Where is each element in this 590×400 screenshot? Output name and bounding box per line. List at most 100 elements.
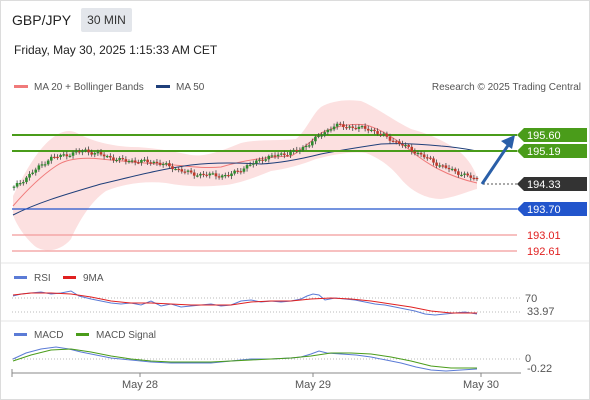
candle-body	[217, 176, 221, 178]
candle-body	[146, 159, 149, 163]
main-legend: MA 20 + Bollinger Bands MA 50 Research ©…	[14, 82, 581, 93]
candle-body	[323, 132, 327, 136]
macd-signal-legend-swatch	[76, 333, 89, 336]
rsi-ma-legend-label: 9MA	[83, 273, 104, 284]
rsi-legend-label: RSI	[34, 273, 51, 284]
candle-body	[31, 172, 34, 174]
candle-body	[273, 155, 277, 157]
candle-body	[164, 163, 168, 165]
candle-body	[394, 141, 398, 143]
candle-body	[248, 164, 252, 166]
candle-body	[407, 144, 410, 147]
candle-body	[186, 170, 190, 172]
macd-legend-swatch	[14, 333, 27, 336]
macd-zero-label: 0	[525, 353, 531, 365]
candle-body	[264, 159, 267, 161]
candle-body	[320, 135, 323, 137]
price-label-193-01: 193.01	[527, 230, 561, 242]
ma20-legend-label: MA 20 + Bollinger Bands	[34, 82, 144, 93]
price-tag-195-19	[517, 144, 587, 158]
candle-body	[90, 152, 93, 155]
rsi-ma-legend-swatch	[63, 276, 76, 279]
candle-body	[149, 162, 153, 164]
candle-body	[109, 155, 112, 158]
rsi-ma-line	[12, 292, 477, 314]
candle-body	[416, 152, 420, 155]
candle-body	[233, 170, 236, 174]
candle-body	[338, 123, 342, 125]
macd-signal-line	[12, 348, 477, 369]
candle-body	[255, 160, 258, 164]
candle-body	[74, 151, 78, 153]
candle-body	[220, 175, 224, 178]
candle-body	[279, 153, 283, 155]
candle-body	[155, 161, 159, 164]
price-tag-193-70	[517, 202, 587, 216]
candle-body	[230, 173, 233, 177]
candle-body	[183, 171, 187, 173]
candle-body	[441, 165, 445, 167]
candle-body	[410, 146, 414, 152]
rsi-panel: RSI 9MA 70 33.97	[12, 273, 555, 318]
ma50-line	[12, 143, 478, 216]
macd-legend-label: MACD	[34, 330, 63, 341]
candle-body	[317, 135, 320, 138]
candle-body	[329, 129, 333, 131]
candle-body	[469, 175, 473, 178]
candle-body	[81, 151, 84, 153]
candle-body	[450, 168, 454, 171]
candle-body	[46, 160, 50, 165]
candle-body	[466, 173, 469, 176]
timeframe-button[interactable]: 30 MIN	[81, 8, 132, 32]
candle-body	[205, 174, 208, 176]
candle-body	[345, 127, 348, 129]
candle-body	[115, 159, 118, 162]
watermark: Research © 2025 Trading Central	[432, 82, 581, 93]
candle-body	[56, 156, 59, 159]
candle-body	[401, 143, 404, 146]
candle-body	[326, 129, 330, 133]
rsi-value-label: 33.97	[527, 306, 555, 318]
candle-body	[373, 129, 376, 132]
ma20-legend-swatch	[14, 85, 28, 88]
price-label-193-70: 193.70	[527, 204, 561, 216]
candle-body	[161, 163, 165, 166]
candle-body	[351, 126, 355, 128]
candle-body	[180, 169, 184, 172]
candle-body	[348, 126, 351, 128]
candle-body	[457, 171, 460, 175]
candle-body	[435, 162, 438, 166]
rsi-legend-swatch	[14, 276, 27, 279]
candle-body	[136, 162, 140, 164]
candle-body	[53, 156, 56, 159]
candle-body	[227, 175, 230, 177]
candle-body	[84, 149, 87, 152]
candle-body	[354, 127, 358, 130]
candle-body	[102, 154, 106, 157]
candle-body	[391, 140, 395, 142]
candle-body	[422, 154, 426, 158]
candle-body	[447, 167, 451, 170]
candle-body	[37, 165, 41, 170]
macd-value-label: -0.22	[527, 363, 552, 375]
candle-body	[366, 128, 370, 131]
candle-body	[270, 155, 274, 157]
candle-body	[419, 152, 423, 155]
candle-body	[295, 149, 299, 152]
candle-body	[99, 152, 103, 155]
candle-body	[404, 144, 407, 147]
candle-body	[335, 123, 339, 127]
candle-body	[130, 160, 134, 162]
candle-body	[211, 173, 215, 175]
candle-body	[28, 173, 31, 178]
price-tag-194-33	[517, 177, 587, 191]
candle-body	[171, 166, 174, 170]
candle-body	[363, 126, 367, 129]
candle-body	[112, 157, 115, 161]
candle-body	[105, 155, 109, 158]
candle-body	[251, 163, 255, 165]
candle-body	[267, 155, 271, 160]
candle-body	[239, 171, 243, 173]
candle-body	[453, 168, 457, 172]
candle-body	[25, 177, 28, 183]
